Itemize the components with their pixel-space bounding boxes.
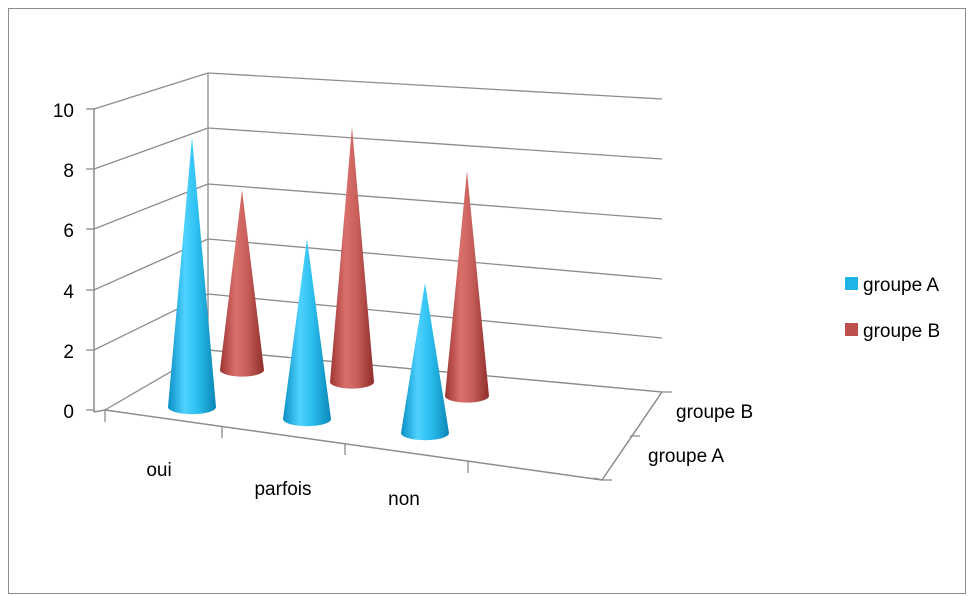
cone-groupe-b-oui [220,190,264,377]
cone-groupe-a-parfois [283,239,331,427]
y-tick-label: 2 [63,342,74,363]
category-label-non: non [388,489,420,510]
y-tick-label: 6 [63,221,74,242]
cone-groupe-b-parfois [330,127,374,389]
legend-label-groupe-a: groupe A [863,275,939,296]
category-label-parfois: parfois [254,479,311,500]
legend: groupe A groupe B [845,275,940,342]
y-tick-label: 10 [53,101,74,122]
cone-marks [168,127,490,441]
depth-label-groupe-a: groupe A [648,446,724,467]
y-tick-label: 8 [63,161,74,182]
depth-label-groupe-b: groupe B [676,402,753,423]
x-axis [104,409,603,481]
legend-swatch-groupe-a [845,277,858,290]
y-tick-label: 0 [63,402,74,423]
cone-groupe-b-non [445,171,490,403]
axes [86,108,672,481]
legend-swatch-groupe-b [845,323,858,336]
category-label-oui: oui [146,460,171,481]
cone-groupe-a-non [401,283,449,441]
chart-area [8,8,966,594]
cone-groupe-a-oui [168,137,216,415]
legend-label-groupe-b: groupe B [863,321,940,342]
y-tick-label: 4 [63,282,74,303]
